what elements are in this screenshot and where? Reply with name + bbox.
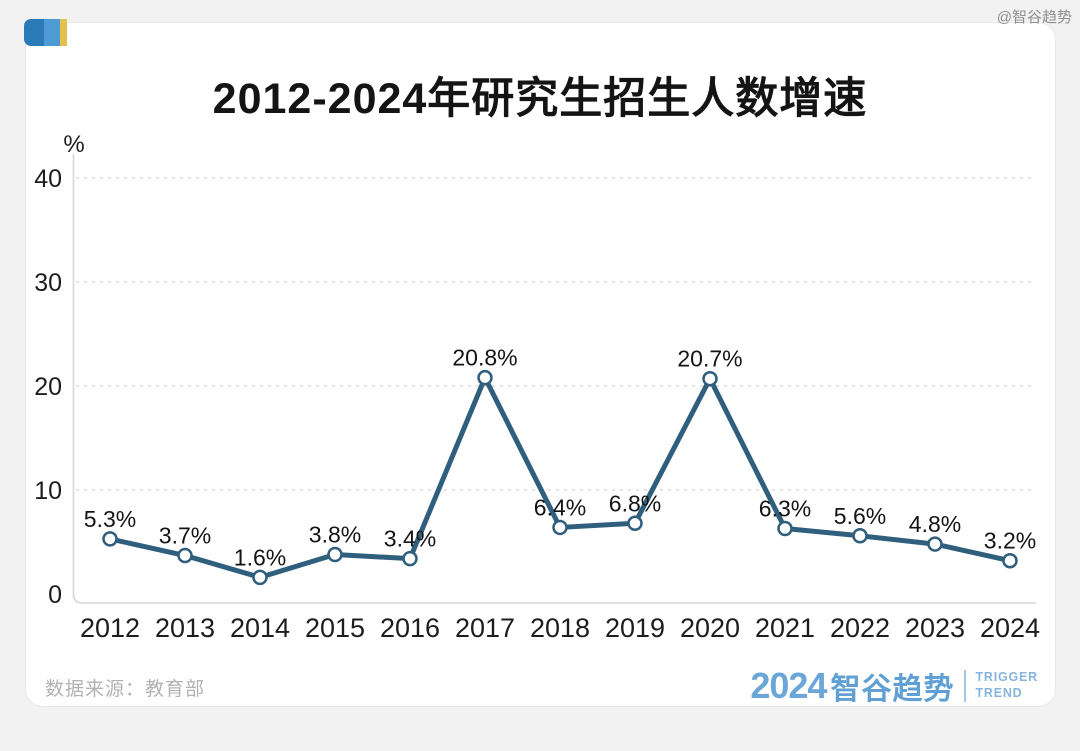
data-label-2015: 3.8% bbox=[309, 521, 361, 547]
y-tick-label-10: 10 bbox=[34, 477, 62, 505]
y-tick-label-30: 30 bbox=[34, 269, 62, 297]
brand-logo: 2024 智谷趋势 TRIGGER TREND bbox=[750, 664, 1038, 708]
data-point-2012 bbox=[102, 531, 118, 547]
data-label-2016: 3.4% bbox=[384, 526, 436, 552]
brand-name: 智谷趋势 bbox=[830, 673, 955, 706]
data-label-2018: 6.4% bbox=[534, 494, 586, 520]
x-tick-label-2012: 2012 bbox=[80, 613, 140, 643]
y-tick-label-40: 40 bbox=[34, 165, 62, 193]
corner-accent-icon bbox=[24, 19, 67, 46]
data-label-2014: 1.6% bbox=[234, 544, 286, 570]
x-tick-label-2017: 2017 bbox=[455, 613, 515, 643]
data-point-2013 bbox=[177, 547, 193, 564]
brand-year: 2024 bbox=[750, 665, 827, 706]
x-tick-label-2014: 2014 bbox=[230, 613, 290, 643]
x-tick-label-2024: 2024 bbox=[980, 613, 1040, 643]
data-label-2024: 3.2% bbox=[984, 528, 1036, 554]
data-label-2013: 3.7% bbox=[159, 523, 211, 549]
data-point-2017 bbox=[477, 369, 493, 386]
chart-title: 2012-2024年研究生招生人数增速 bbox=[212, 75, 868, 123]
icon-light-blue-block bbox=[44, 19, 60, 46]
data-point-2015 bbox=[327, 546, 343, 563]
data-point-2016 bbox=[402, 550, 418, 567]
brand-divider bbox=[964, 670, 967, 702]
data-point-2018 bbox=[552, 519, 568, 536]
x-tick-label-2013: 2013 bbox=[155, 613, 215, 643]
data-label-2012: 5.3% bbox=[84, 506, 136, 532]
data-point-2022 bbox=[852, 528, 868, 544]
icon-dark-blue-block bbox=[24, 19, 44, 46]
data-point-2019 bbox=[627, 515, 643, 532]
data-label-2021: 6.3% bbox=[759, 495, 811, 521]
source-note: 数据来源：教育部 bbox=[45, 679, 206, 700]
data-label-2023: 4.8% bbox=[909, 511, 961, 537]
data-point-2021 bbox=[777, 520, 793, 537]
brand-tagline: TRIGGER TREND bbox=[975, 670, 1038, 701]
data-point-2020 bbox=[702, 370, 718, 387]
data-label-2020: 20.7% bbox=[677, 346, 742, 372]
x-tick-label-2023: 2023 bbox=[905, 613, 965, 643]
icon-yellow-stripe bbox=[60, 19, 67, 46]
x-tick-label-2018: 2018 bbox=[530, 613, 590, 643]
x-tick-label-2015: 2015 bbox=[305, 613, 365, 643]
y-tick-label-20: 20 bbox=[34, 373, 62, 401]
x-tick-label-2022: 2022 bbox=[830, 613, 890, 643]
y-axis-unit-label: % bbox=[63, 131, 84, 158]
axis-lines bbox=[72, 154, 1036, 604]
x-tick-label-2021: 2021 bbox=[755, 613, 815, 643]
data-point-2024 bbox=[1002, 552, 1018, 569]
data-label-2022: 5.6% bbox=[834, 503, 886, 529]
x-tick-label-2020: 2020 bbox=[680, 613, 740, 643]
data-point-2014 bbox=[252, 569, 268, 586]
brand-tagline-line2: TREND bbox=[975, 686, 1023, 700]
brand-tagline-line1: TRIGGER bbox=[975, 670, 1038, 685]
data-point-2023 bbox=[927, 536, 943, 552]
watermark: @智谷趋势 bbox=[996, 9, 1072, 26]
y-tick-label-0: 0 bbox=[48, 581, 62, 609]
x-tick-label-2016: 2016 bbox=[380, 613, 440, 643]
data-label-2019: 6.8% bbox=[609, 490, 661, 516]
x-tick-label-2019: 2019 bbox=[605, 613, 665, 643]
data-label-2017: 20.8% bbox=[452, 345, 517, 371]
chart-card bbox=[25, 22, 1056, 707]
